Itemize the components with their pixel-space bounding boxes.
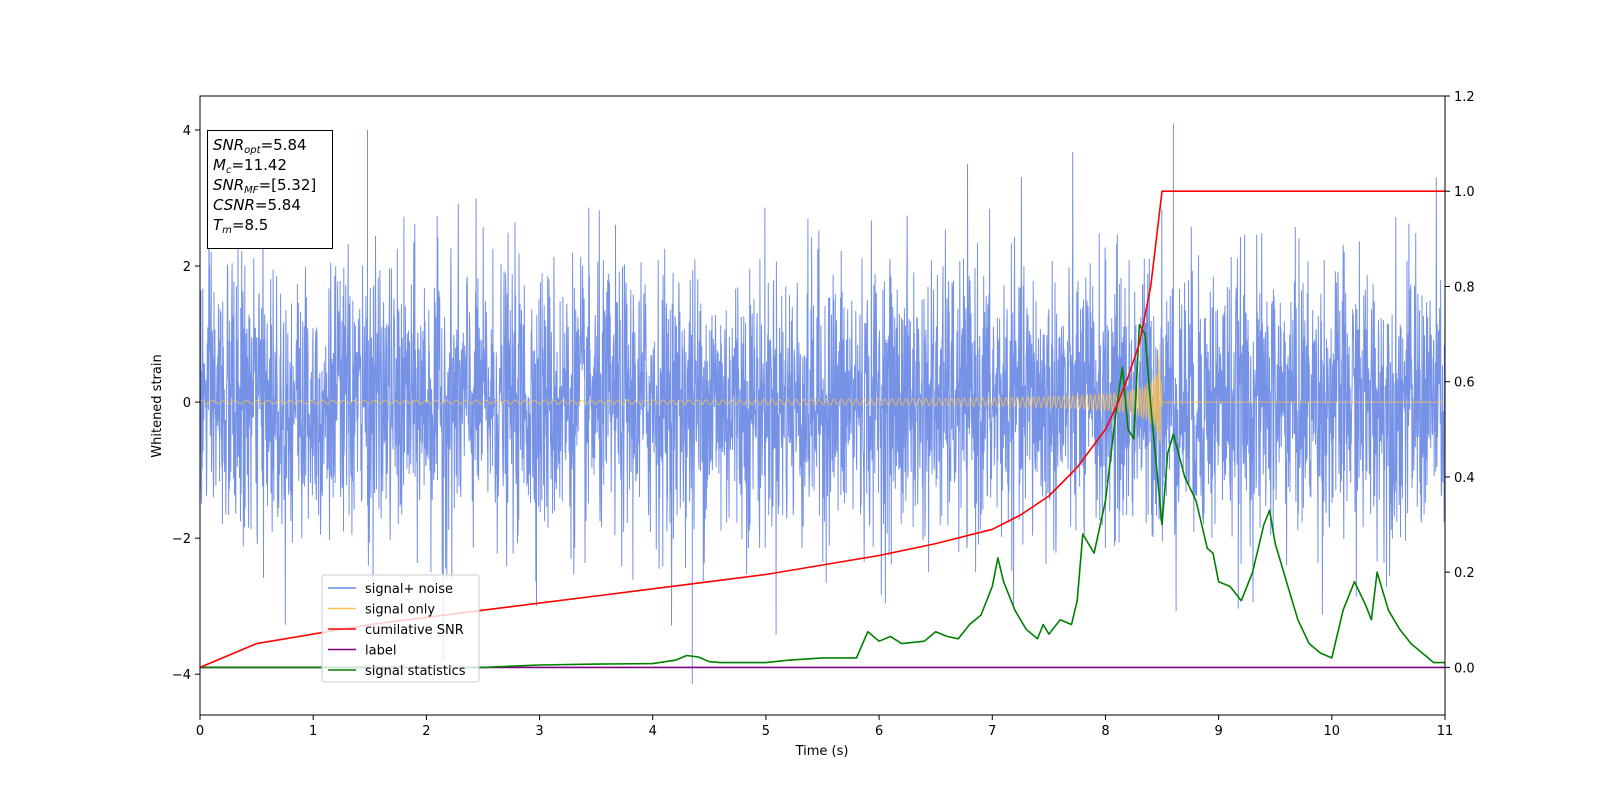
y2-tick-label: 0.2 [1454,566,1475,581]
tm-line: Tm=8.5 [213,215,327,236]
mc-subscript: c [225,165,232,176]
legend-label: signal only [365,603,435,618]
x-tick-label: 5 [762,724,770,739]
tm-symbol: T [213,216,223,234]
y2-tick-label: 0.4 [1454,471,1475,486]
legend-label: signal+ noise [365,582,453,597]
x-tick-label: 0 [196,724,204,739]
tm-subscript: m [222,225,232,236]
legend-label: cumilative SNR [365,623,464,638]
mc-value: =11.42 [231,156,287,174]
y-axis-right: 1.2 1.0 0.8 0.6 0.4 0.2 0.0 [1445,90,1475,676]
mc-line: Mc=11.42 [213,155,327,176]
legend: signal+ noise signal only cumilative SNR la… [321,574,480,683]
x-tick-label: 6 [875,724,883,739]
y-axis-label: Whitened strain [150,354,165,457]
csnr-value: =5.84 [254,196,301,214]
x-tick-label: 2 [422,724,430,739]
y2-tick-label: 1.2 [1454,90,1475,105]
snr-opt-subscript: opt [244,145,261,156]
series-signal-only-line [200,342,1445,445]
x-tick-label: 1 [309,724,317,739]
y2-tick-label: 0.0 [1454,661,1475,676]
x-tick-label: 7 [988,724,996,739]
csnr-symbol: CSNR [213,196,255,214]
info-box: SNRopt=5.84 Mc=11.42 SNRMF=[5.32] CSNR=5… [207,130,333,249]
tm-value: =8.5 [231,216,269,234]
x-tick-label: 11 [1437,724,1454,739]
snr-mf-symbol: SNR [213,176,245,194]
x-tick-label: 3 [535,724,543,739]
legend-label: signal statistics [365,664,466,679]
mc-symbol: M [213,156,226,174]
snr-opt-line: SNRopt=5.84 [213,135,327,156]
plot-frame [199,95,1446,716]
x-tick-label: 10 [1324,724,1341,739]
legend-label: label [365,644,396,659]
series-signal-noise-line [200,123,1445,685]
x-tick-label: 4 [649,724,657,739]
y-tick-label: 0 [183,396,191,411]
y-axis-left: 4 2 0 −2 −4 [172,124,200,683]
csnr-line: CSNR=5.84 [213,195,327,215]
y2-tick-label: 1.0 [1454,185,1475,200]
legend-frame [321,574,480,683]
y-tick-label: −4 [172,668,191,683]
snr-mf-value: =[5.32] [258,176,317,194]
y-tick-label: 4 [183,124,191,139]
y2-tick-label: 0.6 [1454,376,1475,391]
snr-mf-subscript: MF [244,185,259,196]
series-signal-statistics-line [200,323,1445,669]
x-axis: 0 1 2 3 4 5 6 7 8 9 10 11 [196,715,1453,739]
y-tick-label: 2 [183,260,191,275]
y-tick-label: −2 [172,532,191,547]
x-axis-label: Time (s) [795,744,849,759]
y2-tick-label: 0.8 [1454,280,1475,295]
snr-mf-line: SNRMF=[5.32] [213,175,327,196]
x-tick-label: 8 [1101,724,1109,739]
x-tick-label: 9 [1214,724,1222,739]
snr-opt-value: =5.84 [260,136,307,154]
snr-opt-symbol: SNR [213,136,245,154]
